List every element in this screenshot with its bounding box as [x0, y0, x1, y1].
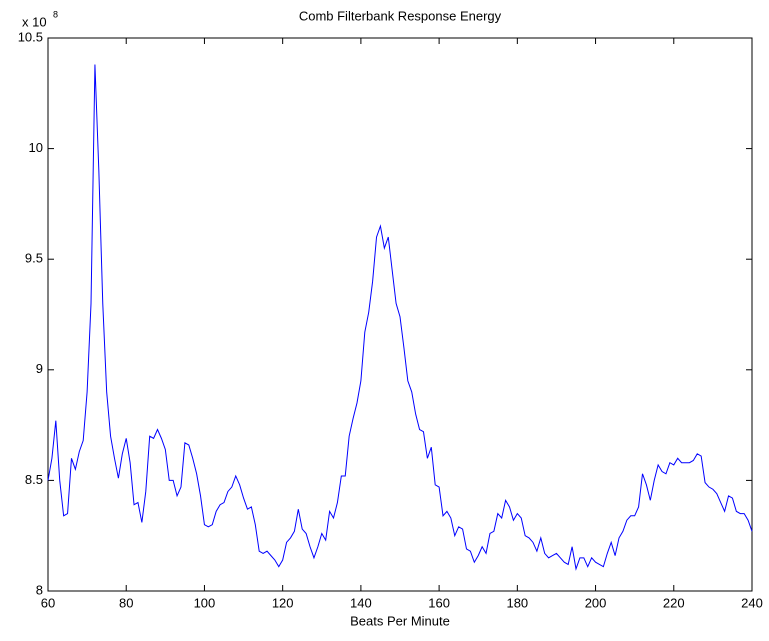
y-tick-label: 10.5 — [18, 29, 43, 44]
x-tick-label: 200 — [585, 595, 607, 610]
x-tick-label: 80 — [119, 595, 133, 610]
y-scale-exponent: 8 — [53, 9, 58, 19]
x-tick-label: 160 — [428, 595, 450, 610]
x-tick-label: 60 — [41, 595, 55, 610]
x-tick-label: 120 — [272, 595, 294, 610]
x-tick-label: 100 — [194, 595, 216, 610]
y-tick-label: 9.5 — [25, 251, 43, 266]
data-line — [47, 64, 753, 571]
plot-frame — [47, 37, 753, 592]
y-tick-label: 10 — [29, 140, 43, 155]
x-tick-label: 220 — [663, 595, 685, 610]
y-tick-label: 8.5 — [25, 472, 43, 487]
y-tick-label: 9 — [36, 361, 43, 376]
chart-title: Comb Filterbank Response Energy — [299, 8, 502, 23]
x-axis-label: Beats Per Minute — [350, 613, 450, 628]
x-tick-label: 240 — [741, 595, 763, 610]
y-scale-base: x 10 — [22, 14, 47, 29]
y-tick-label: 8 — [36, 582, 43, 597]
x-tick-label: 140 — [350, 595, 372, 610]
x-tick-label: 180 — [506, 595, 528, 610]
